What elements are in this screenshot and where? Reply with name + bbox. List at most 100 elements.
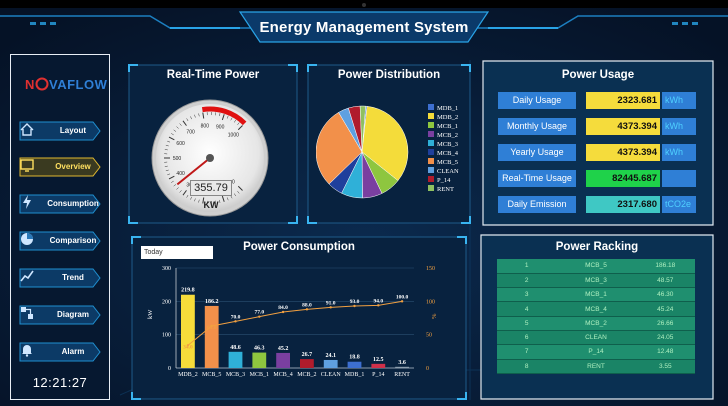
legend-label: MCB_2 bbox=[437, 132, 458, 139]
usage-label: Yearly Usage bbox=[498, 144, 576, 161]
cumulative-point bbox=[281, 310, 285, 314]
bar-value-label: 46.3 bbox=[254, 346, 264, 352]
sidebar-item-label: Alarm bbox=[61, 347, 85, 356]
usage-label: Daily Emission bbox=[498, 196, 576, 213]
x-tick-label: MDB_1 bbox=[345, 372, 365, 378]
pie-slice-mdb_2[interactable] bbox=[361, 105, 409, 181]
pie-slice-mcb_5[interactable] bbox=[316, 112, 363, 185]
bar-value-label: 18.8 bbox=[349, 355, 360, 361]
consumption-bar-chart: 0 100 200 300 0 50 100 150 kW % 219.8 MDB_2 186.2 MCB… bbox=[147, 266, 438, 378]
legend-label: MCB_4 bbox=[437, 150, 459, 157]
sidebar-item-label: Comparison bbox=[49, 236, 97, 245]
bar-mcb_3[interactable] bbox=[228, 351, 243, 368]
clock: 12:21:27 bbox=[32, 375, 88, 390]
sidebar-item-label: Layout bbox=[59, 126, 87, 135]
gauge-tick-label: 600 bbox=[176, 141, 185, 147]
legend-label: RENT bbox=[437, 186, 454, 193]
bar-rent[interactable] bbox=[395, 366, 410, 368]
usage-label: Monthly Usage bbox=[498, 118, 576, 135]
app-title: Energy Management System bbox=[259, 19, 469, 36]
bar-mcb_5[interactable] bbox=[204, 305, 219, 368]
value-cell: 12.48 bbox=[635, 344, 695, 360]
sidebar-item-diagram[interactable]: Diagram bbox=[19, 305, 101, 325]
legend-swatch bbox=[428, 185, 434, 191]
bar-value-label: 186.2 bbox=[205, 299, 219, 305]
legend-label: CLEAN bbox=[437, 168, 459, 175]
usage-label: Real-Time Usage bbox=[498, 170, 576, 187]
sidebar-item-overview[interactable]: Overview bbox=[19, 157, 101, 177]
bar-value-label: 219.8 bbox=[181, 288, 195, 294]
rank-cell: 6 bbox=[497, 330, 557, 346]
gauge-tick-label: 800 bbox=[201, 123, 210, 129]
pie-slice-rent[interactable] bbox=[359, 105, 366, 153]
x-tick-label: MCB_2 bbox=[297, 372, 316, 378]
gauge-readout: 355.79 bbox=[190, 180, 232, 196]
rank-cell: 4 bbox=[497, 301, 557, 317]
table-row: 8 RENT 3.55 bbox=[497, 359, 695, 374]
usage-unit: kWh bbox=[662, 118, 696, 135]
racking-table: 1 MCB_5 186.18 2 MCB_3 48.57 3 MCB_1 46.30 4 MCB_4… bbox=[497, 259, 695, 374]
bar-mdb_1[interactable] bbox=[347, 361, 362, 368]
gauge-tick-label: 500 bbox=[173, 156, 182, 162]
home-icon bbox=[20, 123, 34, 136]
x-tick-label: MCB_3 bbox=[226, 372, 245, 378]
bar-value-label: 26.7 bbox=[302, 352, 313, 358]
usage-value: 4373.394 bbox=[586, 118, 660, 135]
bar-mcb_2[interactable] bbox=[299, 359, 314, 368]
bolt-icon bbox=[23, 195, 31, 209]
x-tick-label: P_14 bbox=[372, 372, 384, 378]
bar-mdb_2[interactable] bbox=[180, 294, 195, 368]
usage-value: 82445.687 bbox=[586, 170, 660, 187]
legend-swatch bbox=[428, 104, 434, 110]
sidebar-item-consumption[interactable]: Consumption bbox=[19, 194, 101, 214]
power-consumption-title: Power Consumption bbox=[243, 241, 355, 253]
value-cell: 186.18 bbox=[635, 259, 695, 274]
legend-swatch bbox=[428, 140, 434, 146]
sidebar-item-layout[interactable]: Layout bbox=[19, 121, 101, 141]
usage-value: 2317.680 bbox=[586, 196, 660, 213]
cumulative-label: 77.0 bbox=[254, 310, 264, 316]
y2-tick-label: 0 bbox=[426, 366, 429, 372]
power-distribution-title: Power Distribution bbox=[337, 69, 441, 81]
legend-swatch bbox=[428, 158, 434, 164]
table-row: 4 MCB_4 45.24 bbox=[497, 301, 695, 317]
period-select[interactable]: Today bbox=[141, 246, 213, 259]
bar-p_14[interactable] bbox=[371, 363, 386, 368]
table-row: 5 MCB_2 26.66 bbox=[497, 316, 695, 331]
rank-cell: 5 bbox=[497, 316, 557, 331]
cumulative-label: 91.0 bbox=[326, 300, 336, 306]
usage-unit bbox=[662, 170, 696, 187]
cumulative-point bbox=[210, 324, 213, 328]
bar-value-label: 3.6 bbox=[398, 360, 406, 366]
legend-swatch bbox=[428, 149, 434, 155]
bar-clean[interactable] bbox=[323, 359, 338, 368]
title-bar-frame bbox=[0, 11, 728, 43]
sidebar-item-comparison[interactable]: Comparison bbox=[19, 231, 101, 251]
table-row: 3 MCB_1 46.30 bbox=[497, 287, 695, 303]
rank-cell: 1 bbox=[497, 259, 557, 274]
y2-axis-label: % bbox=[431, 313, 438, 319]
name-cell: MCB_4 bbox=[556, 301, 636, 317]
bar-mcb_4[interactable] bbox=[276, 352, 291, 368]
trend-icon bbox=[20, 270, 34, 282]
cumulative-point bbox=[234, 320, 237, 323]
y2-tick-label: 100 bbox=[426, 299, 435, 305]
legend-swatch bbox=[428, 131, 434, 137]
name-cell: MCB_3 bbox=[556, 273, 636, 289]
sidebar-item-trend[interactable]: Trend bbox=[19, 268, 101, 288]
value-cell: 48.57 bbox=[635, 273, 695, 289]
pie-icon bbox=[21, 233, 33, 245]
cumulative-point bbox=[400, 300, 404, 303]
power-gauge: 01002003004005006007008009001000 bbox=[151, 99, 269, 217]
cumulative-label: 100.0 bbox=[396, 294, 409, 300]
bar-mcb_1[interactable] bbox=[252, 352, 267, 368]
bar-value-label: 48.6 bbox=[230, 345, 241, 351]
sidebar-item-alarm[interactable]: Alarm bbox=[19, 342, 101, 362]
name-cell: MCB_1 bbox=[556, 287, 636, 303]
cumulative-label: 94.0 bbox=[373, 298, 383, 304]
bar-value-label: 24.1 bbox=[325, 353, 336, 359]
gauge-tick-label: 400 bbox=[176, 171, 185, 177]
y-tick-label: 0 bbox=[168, 366, 171, 372]
rank-cell: 8 bbox=[497, 359, 557, 374]
